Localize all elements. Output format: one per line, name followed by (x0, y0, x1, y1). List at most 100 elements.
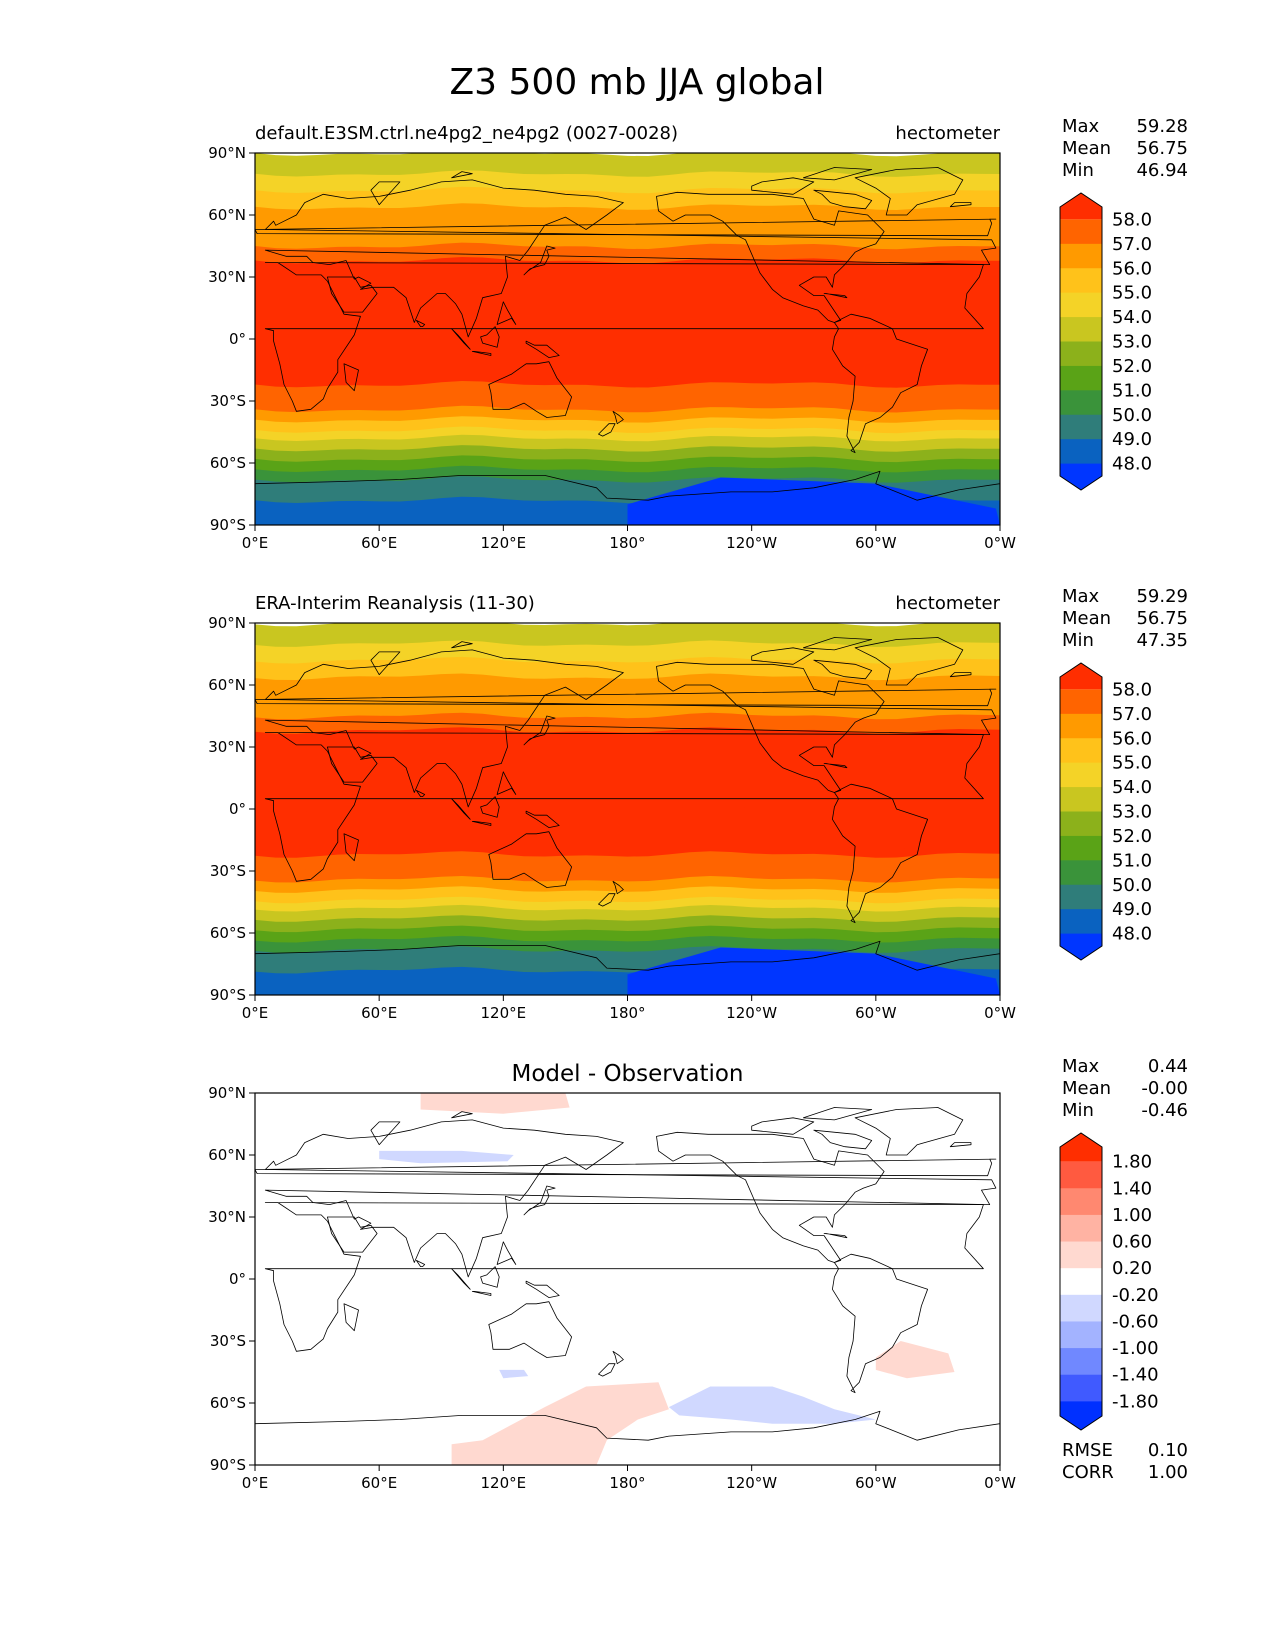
panel-title: Model - Observation (511, 1061, 743, 1087)
colorbar-label: 48.0 (1112, 454, 1152, 475)
coastline (751, 177, 815, 195)
y-tick-label: 60°S (210, 924, 246, 942)
colorbar-label: 56.0 (1112, 258, 1152, 279)
colorbar-outline (1059, 1132, 1103, 1431)
colorbar-swatch (1060, 292, 1102, 318)
colorbar-label: 54.0 (1112, 777, 1152, 798)
contour-band (255, 692, 1000, 720)
coastline (343, 833, 359, 862)
coastline (471, 1291, 492, 1296)
x-tick-label: 60°E (361, 1474, 397, 1492)
colorbar-label: 50.0 (1112, 875, 1152, 896)
colorbar-swatch (1060, 835, 1102, 861)
coastline (327, 276, 378, 313)
colorbar-label: 55.0 (1112, 753, 1152, 774)
coastline (751, 647, 815, 665)
coastline (451, 328, 471, 350)
coastline (370, 181, 401, 206)
y-tick-label: 0° (229, 1270, 246, 1288)
coastline (416, 790, 426, 797)
colorbar-label: -1.40 (1112, 1365, 1159, 1386)
coastline (370, 651, 401, 676)
colorbar-label: 51.0 (1112, 850, 1152, 871)
coastline (854, 167, 964, 216)
coastline (264, 1202, 984, 1352)
y-tick-label: 60°N (208, 1146, 246, 1164)
colorbar-swatch (1060, 787, 1102, 812)
y-tick-label: 30°S (210, 862, 246, 880)
coastline (656, 1131, 885, 1263)
contour-band (255, 335, 1000, 381)
x-tick-label: 60°W (855, 1004, 897, 1022)
colorbar-swatch (1060, 390, 1102, 416)
x-tick-label: 0°E (242, 1004, 269, 1022)
stat-label: Max (1062, 116, 1100, 137)
coastline (523, 1185, 556, 1216)
colorbar-swatch (1060, 762, 1102, 788)
coastline (949, 202, 972, 208)
coastline (343, 1303, 359, 1332)
colorbar-label: -0.60 (1112, 1311, 1159, 1332)
coastline (488, 361, 572, 418)
coastline (525, 810, 560, 828)
stat-value: 47.35 (1136, 630, 1188, 651)
coastline (803, 637, 873, 651)
stat-label: Max (1062, 1056, 1100, 1077)
coastline (525, 1280, 560, 1298)
colorbar-swatch (1060, 414, 1102, 440)
field-layer (255, 1093, 1000, 1465)
stat-value: 59.29 (1136, 586, 1188, 607)
y-tick-label: 90°S (210, 516, 246, 534)
x-tick-label: 180° (609, 1004, 645, 1022)
colorbar-label: 1.00 (1112, 1205, 1152, 1226)
colorbar-swatch (1060, 1401, 1102, 1430)
x-tick-label: 120°E (481, 1474, 527, 1492)
coastline (343, 363, 359, 392)
coastline (496, 301, 517, 325)
stat-value: 59.28 (1136, 116, 1188, 137)
coastline (832, 313, 928, 454)
colorbar-swatch (1060, 365, 1102, 391)
colorbar-outline (1059, 662, 1103, 961)
colorbar-label: 0.60 (1112, 1232, 1152, 1253)
panel-units: hectometer (895, 123, 1000, 144)
colorbar-swatch (1060, 317, 1102, 342)
coastline (832, 1253, 928, 1394)
x-tick-label: 60°W (855, 1474, 897, 1492)
colorbar-label: 57.0 (1112, 234, 1152, 255)
colorbar-label: 53.0 (1112, 802, 1152, 823)
y-tick-label: 30°N (208, 268, 246, 286)
colorbar-swatch (1060, 463, 1102, 490)
anomaly-region (875, 1341, 955, 1379)
stat-value: 56.75 (1136, 138, 1188, 159)
colorbar-swatch (1060, 713, 1102, 739)
stat-label: Mean (1062, 138, 1111, 159)
coastline (823, 293, 848, 299)
coastline (327, 746, 378, 783)
x-tick-label: 0°W (984, 534, 1016, 552)
y-tick-label: 60°N (208, 676, 246, 694)
coastline (525, 340, 560, 358)
map-panel-3: 0°E 60°E 120°E 180° 120°W 60°W 0°W 90°N 60°N 30°N… (208, 1056, 1188, 1492)
coastline (451, 641, 473, 649)
stat-value: -0.46 (1141, 1100, 1188, 1121)
coastline (656, 191, 885, 323)
map-panel-1: 0°E 60°E 120°E 180° 120°W 60°W 0°W 90°N 60°N 30°N… (208, 116, 1188, 552)
colorbar-label: 57.0 (1112, 704, 1152, 725)
coastline (854, 637, 964, 686)
colorbar-label: 1.40 (1112, 1178, 1152, 1199)
colorbar-swatch (1060, 1348, 1102, 1376)
colorbar-swatch (1060, 933, 1102, 960)
contour-band (255, 203, 1000, 230)
colorbar-swatch (1060, 1161, 1102, 1189)
anomaly-region (420, 1093, 570, 1114)
panel-units: hectometer (895, 593, 1000, 614)
y-tick-label: 30°S (210, 392, 246, 410)
coastline (416, 1260, 426, 1267)
x-tick-label: 180° (609, 1474, 645, 1492)
coastline (949, 672, 972, 678)
coastline (451, 1268, 471, 1290)
coastline (823, 1233, 848, 1239)
colorbar-swatch (1060, 663, 1102, 690)
y-tick-label: 0° (229, 800, 246, 818)
